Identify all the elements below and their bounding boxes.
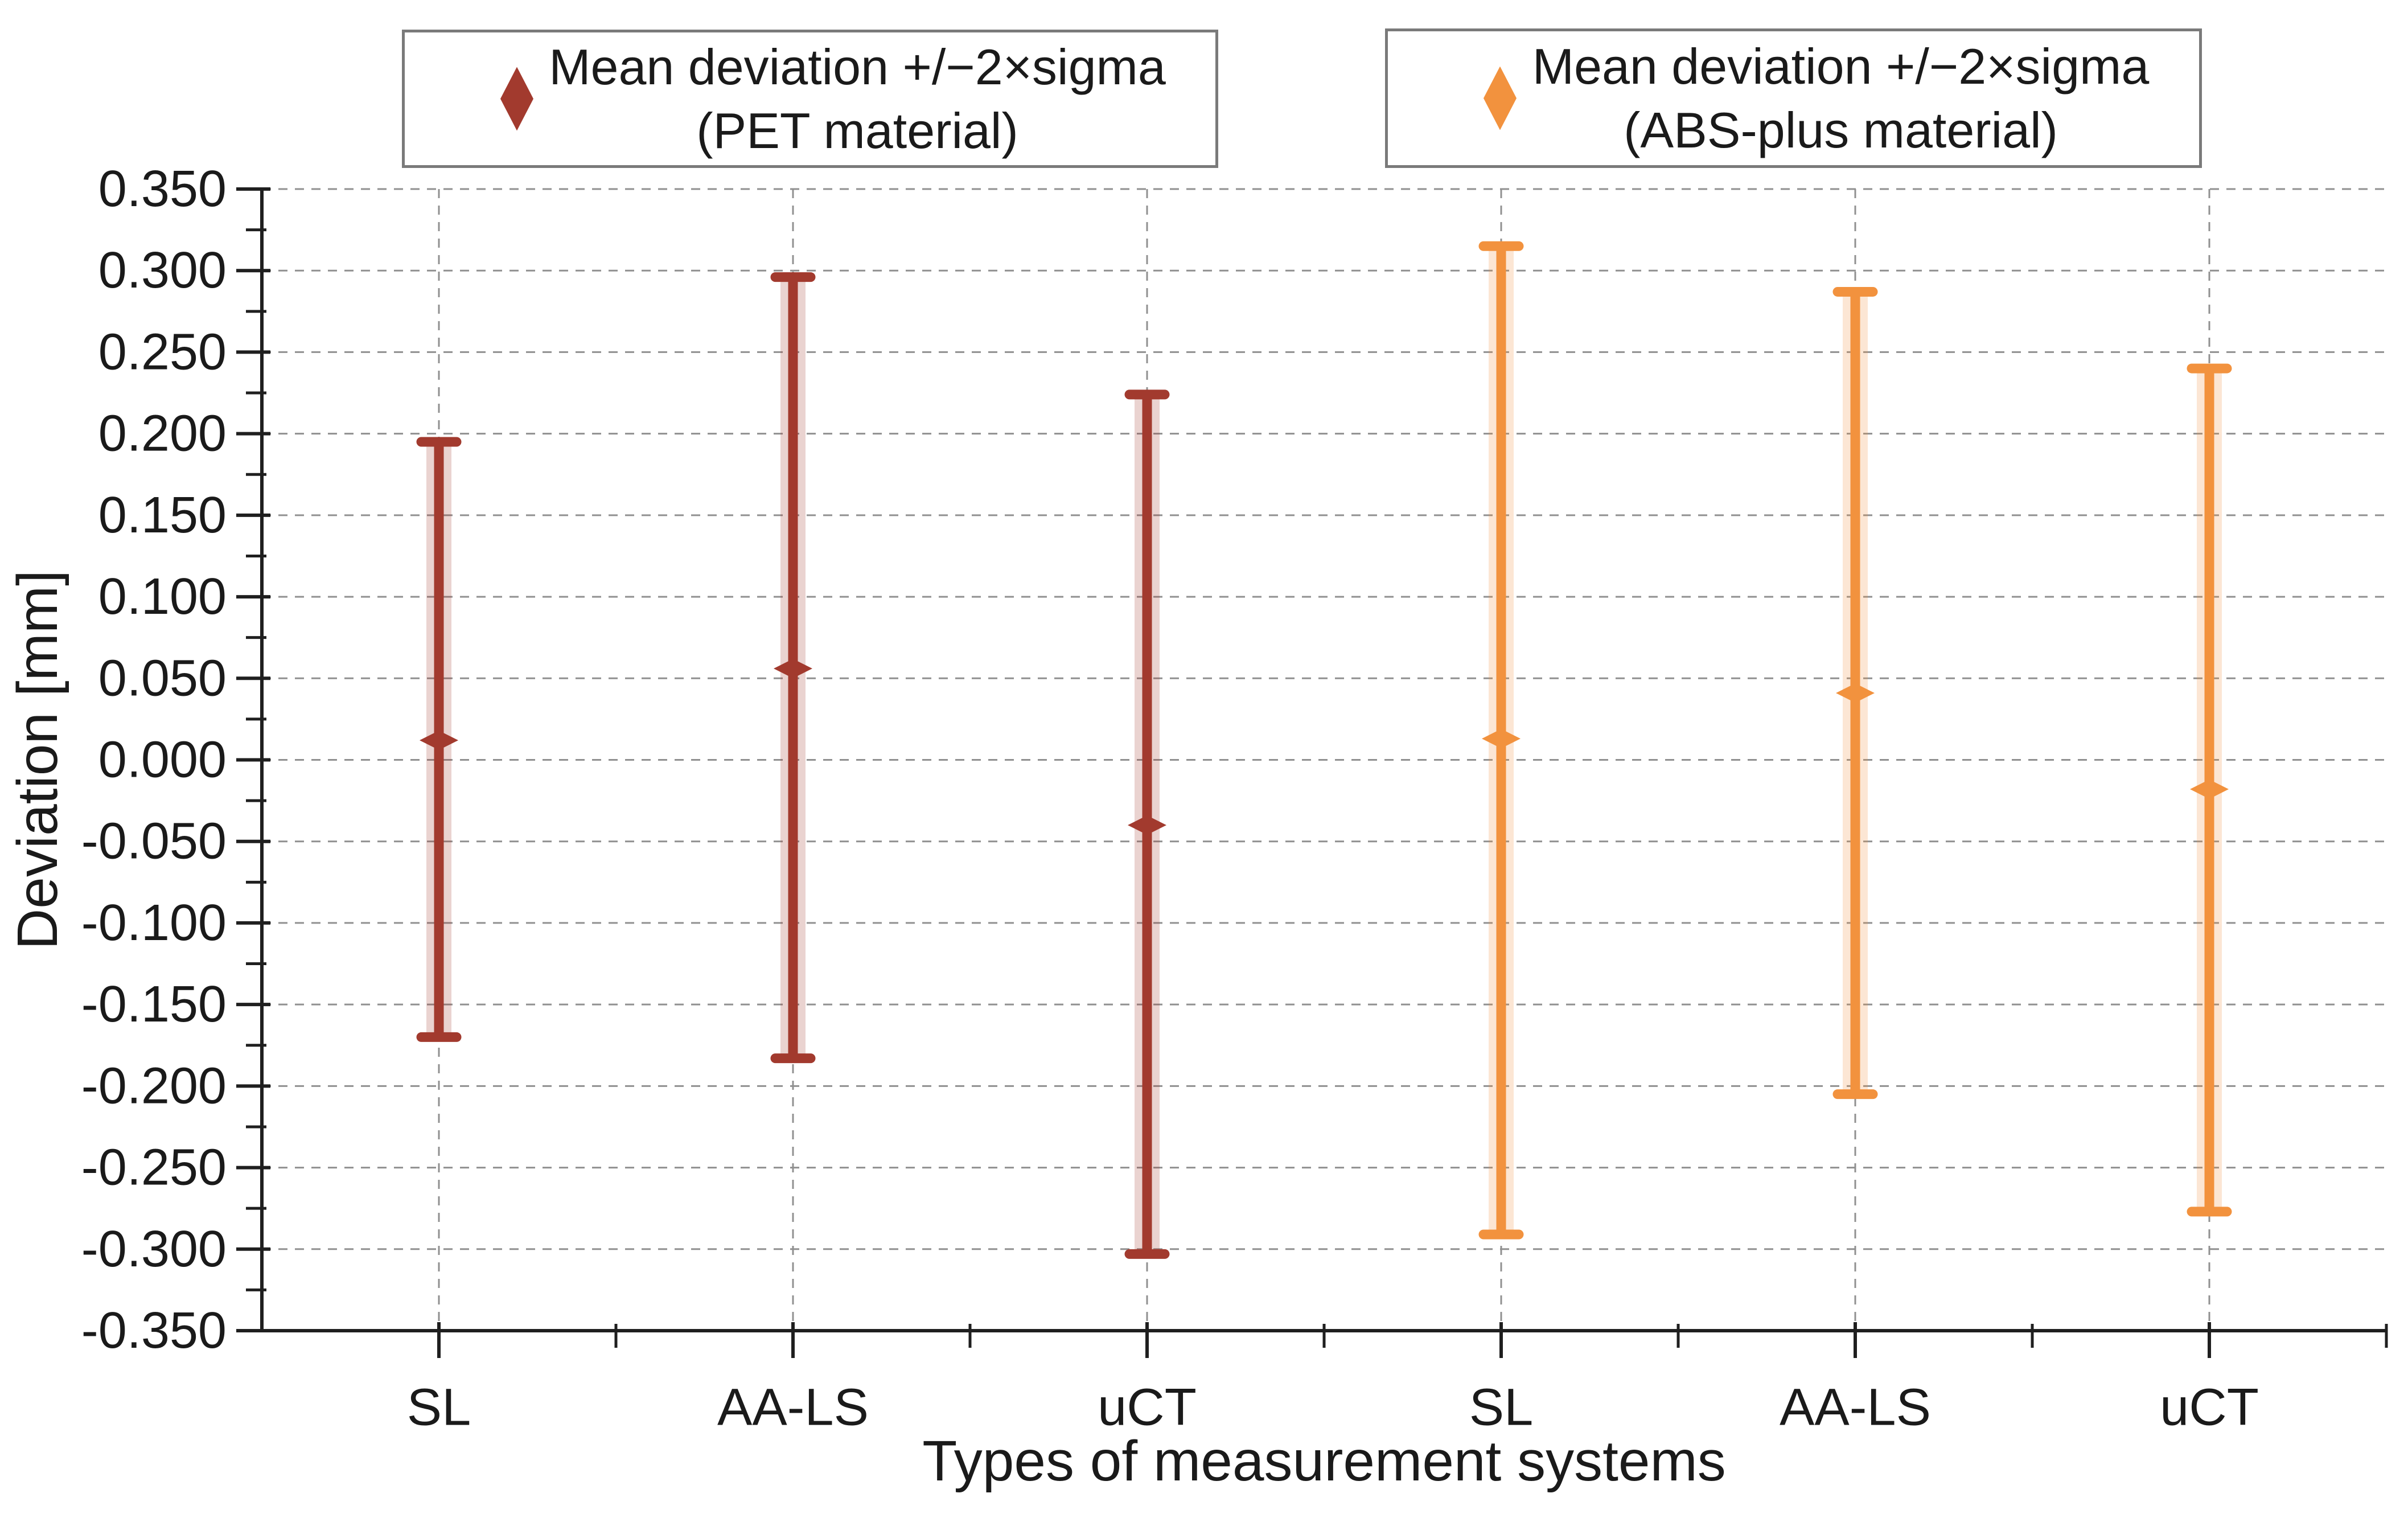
y-tick-label: 0.250 [98, 323, 227, 380]
mean-diamond-marker [2190, 780, 2229, 799]
y-tick-label: -0.150 [81, 976, 227, 1033]
y-tick-label: 0.050 [98, 650, 227, 707]
y-tick-label: 0.200 [98, 405, 227, 462]
legend-abs-line1: Mean deviation +/−2×sigma [1532, 38, 2150, 95]
error-bar-abs-uct [2187, 363, 2232, 1217]
legend-abs-text: Mean deviation +/−2×sigma (ABS-plus mate… [1517, 35, 2199, 162]
x-tick-label: uCT [1098, 1379, 1197, 1437]
y-tick-label: -0.350 [81, 1302, 227, 1359]
x-axis-title: Types of measurement systems [922, 1429, 1726, 1493]
legend-pet: Mean deviation +/−2×sigma (PET material) [402, 30, 1218, 168]
error-bar-pet-sl [416, 437, 462, 1042]
y-tick-label: -0.100 [81, 895, 227, 951]
legend-pet-text: Mean deviation +/−2×sigma (PET material) [533, 35, 1215, 163]
x-axis: SL AA-LS uCT SL AA-LS uCT [407, 1322, 2388, 1437]
legend-pet-line2: (PET material) [696, 102, 1018, 159]
mean-diamond-marker [1836, 683, 1875, 703]
y-tick-label: 0.350 [98, 161, 227, 218]
y-tick-label: -0.200 [81, 1057, 227, 1114]
y-tick-label: -0.300 [81, 1221, 227, 1278]
y-tick-label: 0.100 [98, 568, 227, 625]
legend-abs-line2: (ABS-plus material) [1624, 101, 2058, 158]
mean-diamond-marker [1128, 815, 1166, 835]
y-tick-label: -0.050 [81, 813, 227, 870]
diamond-icon [1484, 66, 1517, 130]
x-tick-label: AA-LS [1780, 1379, 1931, 1437]
gridlines [262, 188, 2386, 1331]
error-bar-pet-aa-ls [770, 272, 816, 1064]
y-tick-label: 0.150 [98, 487, 227, 544]
x-tick-label: uCT [2160, 1379, 2259, 1437]
x-tick-label: SL [407, 1379, 471, 1437]
error-bar-abs-sl [1478, 241, 1524, 1240]
y-tick-label: 0.000 [98, 732, 227, 789]
x-tick-label: AA-LS [717, 1379, 869, 1437]
error-bar-pet-uct [1124, 389, 1170, 1259]
legend-pet-line1: Mean deviation +/−2×sigma [549, 38, 1166, 95]
y-tick-label: -0.250 [81, 1139, 227, 1196]
y-axis: 0.350 0.300 0.250 0.200 0.150 0.100 0.050 0.000… [81, 161, 270, 1359]
y-axis-title: Deviation [mm] [6, 570, 69, 950]
mean-diamond-marker [420, 731, 458, 750]
x-tick-label: SL [1469, 1379, 1534, 1437]
y-tick-label: 0.300 [98, 242, 227, 299]
mean-diamond-marker [1482, 729, 1521, 749]
diamond-icon [500, 67, 533, 131]
legend-abs: Mean deviation +/−2×sigma (ABS-plus mate… [1385, 28, 2202, 168]
error-bar-abs-aa-ls [1832, 286, 1878, 1100]
mean-diamond-marker [774, 659, 812, 679]
